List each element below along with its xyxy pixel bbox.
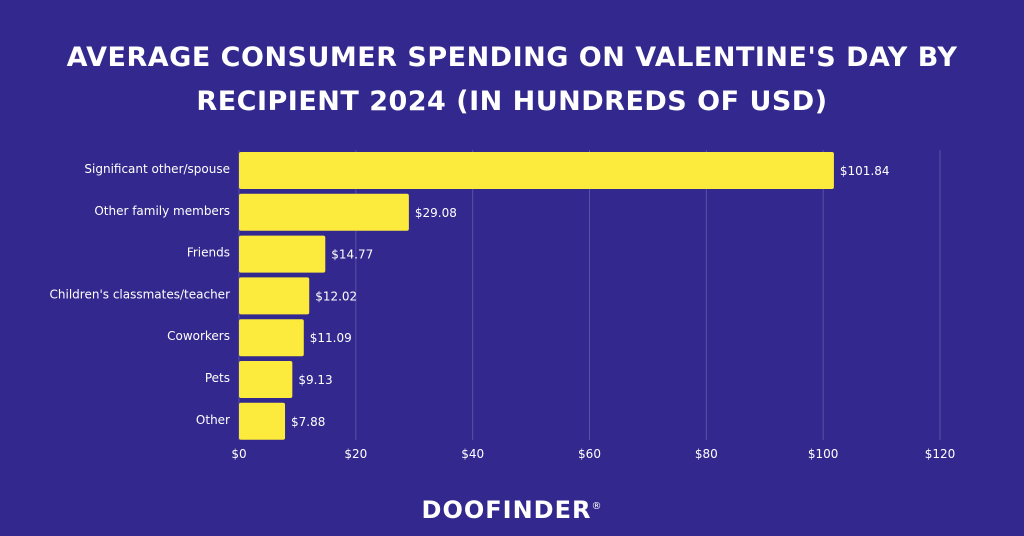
- x-tick-label: $60: [578, 447, 601, 461]
- category-label: Children's classmates/teacher: [50, 287, 231, 301]
- bar: [239, 277, 310, 315]
- bar: [239, 361, 293, 398]
- bar: [239, 319, 304, 357]
- value-label: $11.09: [310, 331, 352, 345]
- category-label: Coworkers: [167, 329, 230, 343]
- x-tick-label: $80: [695, 447, 718, 461]
- bar: [239, 402, 286, 440]
- x-tick-label: $120: [925, 447, 956, 461]
- bar: [239, 152, 834, 189]
- logo-text: DOOFINDER: [421, 496, 592, 524]
- value-label: $9.13: [298, 373, 332, 387]
- chart-title-line-2: RECIPIENT 2024 (IN HUNDREDS OF USD): [196, 86, 828, 117]
- bar-chart: $0 $20 $40 $60 $80 $100 $120 Significant other/…: [50, 150, 956, 461]
- category-label: Other family members: [94, 204, 230, 218]
- value-label: $7.88: [291, 415, 325, 429]
- category-label: Significant other/spouse: [84, 162, 230, 176]
- chart-title: AVERAGE CONSUMER SPENDING ON VALENTINE'S…: [0, 36, 1024, 124]
- registered-mark: ®: [591, 501, 603, 512]
- category-label: Friends: [187, 246, 230, 260]
- doofinder-logo: DOOFINDER®: [0, 496, 1024, 524]
- value-label: $14.77: [331, 248, 373, 262]
- x-tick-label: $40: [461, 447, 484, 461]
- category-label: Pets: [205, 371, 230, 385]
- x-tick-label: $20: [344, 447, 367, 461]
- value-label: $12.02: [315, 289, 357, 303]
- value-label: $101.84: [840, 164, 890, 178]
- chart-title-line-1: AVERAGE CONSUMER SPENDING ON VALENTINE'S…: [66, 42, 958, 73]
- value-label: $29.08: [415, 206, 457, 220]
- x-tick-label: $100: [808, 447, 839, 461]
- x-tick-label: $0: [231, 447, 246, 461]
- category-label: Other: [196, 413, 230, 427]
- bar: [239, 193, 409, 231]
- bar: [239, 235, 326, 273]
